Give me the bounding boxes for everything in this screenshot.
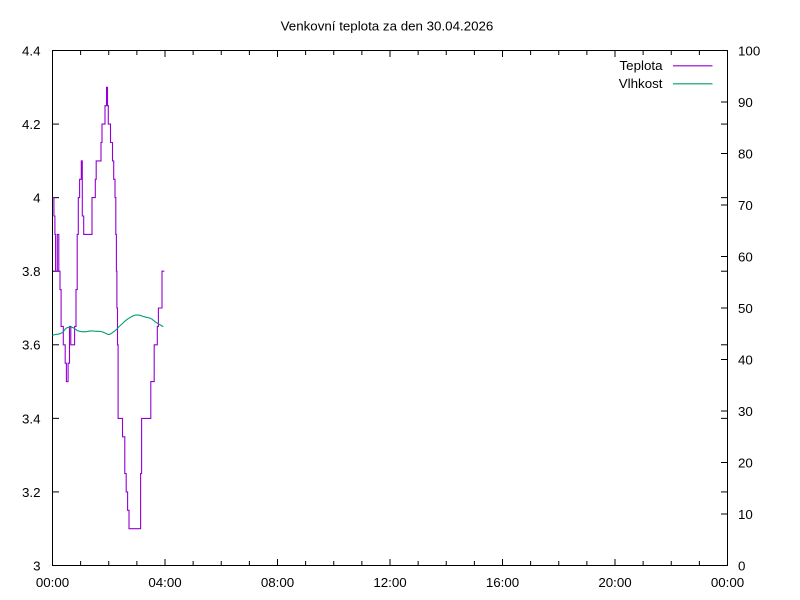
svg-text:70: 70 xyxy=(738,198,753,213)
svg-text:3.6: 3.6 xyxy=(22,338,41,353)
svg-text:04:00: 04:00 xyxy=(148,575,181,590)
svg-text:80: 80 xyxy=(738,146,753,161)
svg-text:4.2: 4.2 xyxy=(22,117,41,132)
svg-text:16:00: 16:00 xyxy=(486,575,519,590)
svg-text:40: 40 xyxy=(738,352,753,367)
svg-text:0: 0 xyxy=(738,558,745,573)
svg-text:100: 100 xyxy=(738,43,760,58)
svg-text:Vlhkost: Vlhkost xyxy=(619,76,663,91)
svg-text:Teplota: Teplota xyxy=(620,58,664,73)
svg-text:90: 90 xyxy=(738,95,753,110)
svg-text:4: 4 xyxy=(33,191,41,206)
svg-text:08:00: 08:00 xyxy=(261,575,294,590)
svg-text:20:00: 20:00 xyxy=(598,575,631,590)
svg-text:00:00: 00:00 xyxy=(711,575,744,590)
svg-text:12:00: 12:00 xyxy=(373,575,406,590)
svg-text:3: 3 xyxy=(33,558,40,573)
svg-text:30: 30 xyxy=(738,404,753,419)
svg-text:60: 60 xyxy=(738,249,753,264)
svg-text:50: 50 xyxy=(738,301,753,316)
svg-text:Venkovní teplota za den 30.04.: Venkovní teplota za den 30.04.2026 xyxy=(281,18,494,33)
svg-text:4.4: 4.4 xyxy=(22,43,41,58)
svg-text:3.4: 3.4 xyxy=(22,411,41,426)
svg-text:00:00: 00:00 xyxy=(36,575,69,590)
svg-text:3.8: 3.8 xyxy=(22,264,41,279)
svg-text:20: 20 xyxy=(738,455,753,470)
svg-text:3.2: 3.2 xyxy=(22,485,41,500)
svg-text:10: 10 xyxy=(738,507,753,522)
